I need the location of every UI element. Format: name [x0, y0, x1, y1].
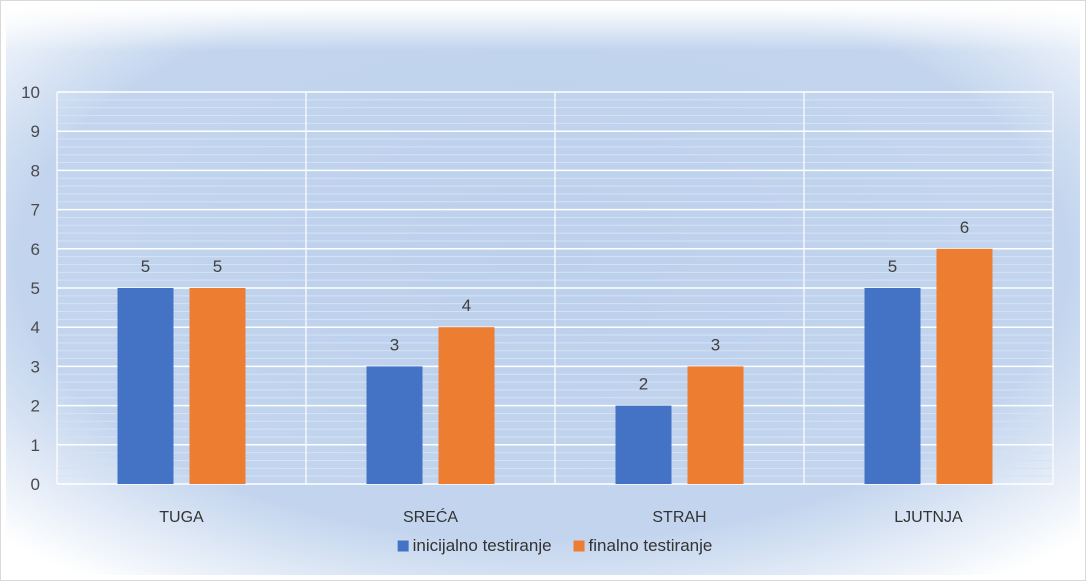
bar-inicijalno-3 [864, 288, 921, 484]
y-tick-label: 3 [31, 357, 40, 376]
x-category-label: STRAH [652, 509, 706, 526]
y-tick-label: 2 [31, 397, 40, 416]
y-tick-label: 1 [31, 436, 40, 455]
data-labels: 5 5 3 4 2 3 5 6 [141, 218, 969, 394]
legend-swatch [573, 540, 585, 552]
x-category-label: LJUTNJA [894, 509, 963, 526]
bar-finalno-2 [687, 366, 744, 484]
y-tick-label: 8 [31, 161, 40, 180]
bar-finalno-1 [438, 327, 495, 484]
legend-item-0: inicijalno testiranje [397, 536, 552, 555]
legend-item-1: finalno testiranje [573, 536, 713, 555]
y-tick-label: 4 [31, 318, 40, 337]
y-axis-tick-labels: 0 1 2 3 4 5 6 7 8 9 10 [21, 83, 40, 494]
x-category-label: TUGA [159, 509, 204, 526]
data-label: 2 [639, 375, 648, 394]
data-label: 4 [462, 296, 471, 315]
y-tick-label: 10 [21, 83, 40, 102]
y-tick-label: 7 [31, 201, 40, 220]
chart-background-top-fade [6, 6, 1080, 51]
data-label: 6 [960, 218, 969, 237]
data-label: 3 [390, 335, 399, 354]
data-label: 5 [141, 257, 150, 276]
bar-inicijalno-0 [117, 288, 174, 484]
legend-label: inicijalno testiranje [413, 536, 552, 555]
data-label: 3 [711, 335, 720, 354]
y-tick-label: 5 [31, 279, 40, 298]
legend-label: finalno testiranje [589, 536, 713, 555]
bar-finalno-3 [936, 248, 993, 484]
data-label: 5 [888, 257, 897, 276]
x-category-label: SREĆA [403, 507, 458, 526]
x-axis-category-labels: TUGA SREĆA STRAH LJUTNJA [159, 507, 963, 526]
y-tick-label: 6 [31, 240, 40, 259]
bar-series [117, 248, 993, 484]
data-label: 5 [213, 257, 222, 276]
bar-inicijalno-1 [366, 366, 423, 484]
chart-legend: inicijalno testiranje finalno testiranje [397, 536, 713, 555]
y-tick-label: 0 [31, 475, 40, 494]
y-tick-label: 9 [31, 122, 40, 141]
bar-inicijalno-2 [615, 405, 672, 484]
bar-finalno-0 [189, 288, 246, 484]
legend-swatch [397, 540, 409, 552]
